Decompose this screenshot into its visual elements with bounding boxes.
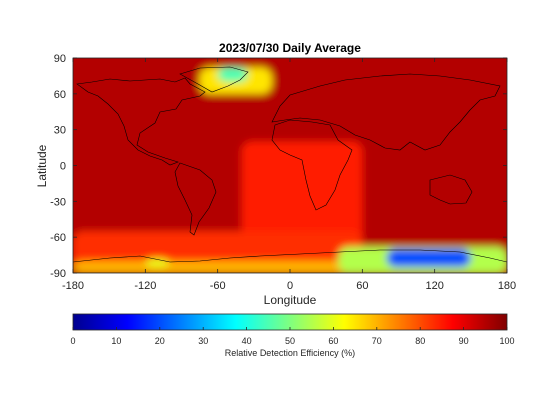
colorbar-tick-label: 0 xyxy=(70,336,75,346)
colorbar-tick-label: 20 xyxy=(155,336,165,346)
heatmap-region xyxy=(217,67,248,82)
colorbar: 0 10 20 30 40 50 60 70 80 90 100 Relative Detectio… xyxy=(70,313,515,358)
x-axis: -180 -120 -60 0 60 120 180 xyxy=(62,58,516,292)
heatmap-region xyxy=(386,249,471,268)
colorbar-tick-label: 90 xyxy=(459,336,469,346)
africa-coastline xyxy=(271,119,353,211)
colorbar-tick-label: 50 xyxy=(285,336,295,346)
north-america-coastline xyxy=(76,77,206,166)
x-tick-label: 0 xyxy=(287,280,293,292)
south-america-coastline xyxy=(174,162,217,236)
x-tick-label: -120 xyxy=(134,280,156,292)
colorbar-tick-label: 40 xyxy=(242,336,252,346)
y-axis-label: Latitude xyxy=(35,144,49,187)
greenland-coastline xyxy=(179,66,249,93)
colorbar-tick-label: 10 xyxy=(111,336,121,346)
chart-title: 2023/07/30 Daily Average xyxy=(219,41,361,55)
y-tick-label: -30 xyxy=(50,196,66,208)
x-tick-label: -60 xyxy=(210,280,226,292)
australia-coastline xyxy=(429,174,473,205)
antarctica-coastline xyxy=(73,249,507,273)
y-tick-label: 60 xyxy=(54,89,66,101)
x-tick-label: 120 xyxy=(425,280,443,292)
colorbar-tick-label: 80 xyxy=(415,336,425,346)
colorbar-ticks: 0 10 20 30 40 50 60 70 80 90 100 xyxy=(70,327,515,346)
colorbar-tick-label: 70 xyxy=(372,336,382,346)
x-tick-label: 180 xyxy=(498,280,516,292)
y-tick-label: 90 xyxy=(54,53,66,65)
coastlines xyxy=(73,66,507,273)
colorbar-tick-label: 30 xyxy=(198,336,208,346)
eurasia-coastline xyxy=(271,73,501,151)
y-tick-label: 30 xyxy=(54,125,66,137)
heatmap-region xyxy=(241,141,363,250)
x-tick-label: -180 xyxy=(62,280,84,292)
y-axis: -90 -60 -30 0 30 60 90 xyxy=(50,53,507,280)
y-tick-label: -90 xyxy=(50,268,66,280)
heatmap-region xyxy=(145,258,170,268)
y-tick-label: 0 xyxy=(60,161,66,173)
colorbar-tick-label: 60 xyxy=(328,336,338,346)
x-axis-label: Longitude xyxy=(264,293,317,307)
map-area xyxy=(73,58,507,273)
colorbar-tick-label: 100 xyxy=(499,336,514,346)
y-tick-label: -60 xyxy=(50,232,66,244)
x-tick-label: 60 xyxy=(356,280,368,292)
colorbar-label: Relative Detection Efficiency (%) xyxy=(225,348,355,358)
